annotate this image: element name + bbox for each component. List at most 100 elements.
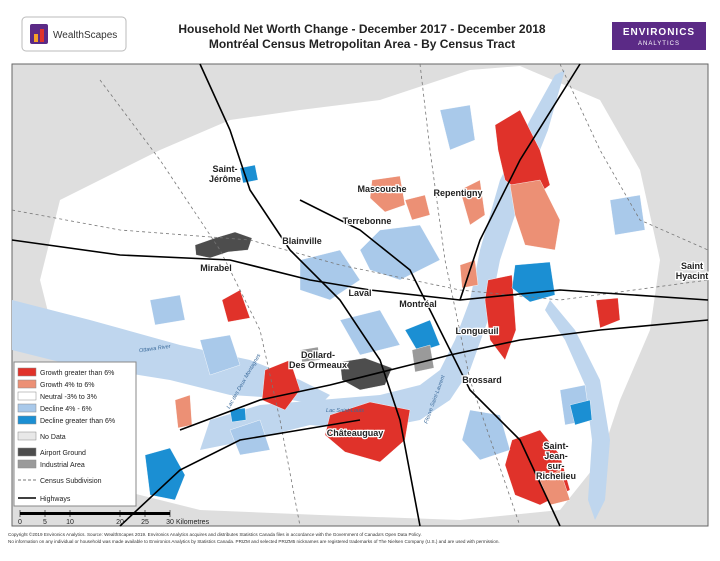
census-tract [144,447,186,501]
footer-text: No information on any individual or hous… [8,539,500,544]
left-logo-text: WealthScapes [53,30,117,41]
census-tract [404,194,431,221]
scale-bar-body [20,512,170,515]
place-label: sur- [547,461,564,471]
census-tract [439,104,476,151]
place-label: Longueuil [456,326,499,336]
legend-swatch [17,447,37,457]
legend-label: Industrial Area [40,462,85,469]
legend-label: Growth greater than 6% [40,370,114,377]
legend-label: Highways [40,496,71,503]
river [545,300,610,520]
water-label: Lac Saint-Louis [326,408,364,414]
place-label: Mascouche [357,184,406,194]
legend-label: Airport Ground [40,450,86,457]
census-tract [174,394,193,429]
highway [179,319,709,431]
place-label: Jean- [544,451,568,461]
legend-swatch [17,391,37,401]
river [12,300,330,405]
place-label: Blainville [282,236,322,246]
legend-swatch [17,379,37,389]
title: Household Net Worth Change - December 20… [178,22,546,36]
scale-tick-label: 5 [43,519,47,526]
highway [459,63,581,301]
census-tract [149,294,186,326]
census-tract [239,164,259,184]
logo-icon [30,24,48,44]
legend-label: No Data [40,434,66,441]
scale-tick-label: 0 [18,519,22,526]
legend-swatch [17,459,37,469]
census-tract [404,319,441,353]
scale-tick-label: 25 [141,519,149,526]
place-label: Laval [348,288,371,298]
place-label: Des Ormeaux [289,360,347,370]
census-tract [569,399,593,426]
census-tract [339,357,393,391]
legend-swatch [17,431,37,441]
legend-swatch [17,415,37,425]
place-label: Saint- [543,441,568,451]
scale-unit: Kilometres [176,519,210,526]
place-label: Mirabel [200,263,232,273]
census-tract [369,175,406,213]
census-tract [411,344,435,373]
place-label: Repentigny [433,188,482,198]
census-tract [609,194,646,236]
census-tract [199,334,241,376]
place-label: Dollard- [301,350,335,360]
legend-swatch [17,403,37,413]
scale-tick-label: 30 [166,519,174,526]
subdivision [559,63,709,251]
place-label: Montréal [399,299,437,309]
census-tract [299,249,361,301]
census-tract [229,419,271,456]
highway [199,63,421,527]
place-label: Saint [681,261,703,271]
census-tract [459,179,486,226]
scale-bar: 0 5 10 20 25 30 Kilometres [18,510,210,526]
subtitle: Montréal Census Metropolitan Area - By C… [209,37,515,51]
census-tract [194,231,253,259]
scale-tick-label: 10 [66,519,74,526]
right-logo-text: ENVIRONICS [623,27,695,38]
river [200,70,565,450]
subdivision [99,79,301,527]
census-tract [324,401,411,463]
place-label: Brossard [462,375,502,385]
place-label: Terrebonne [343,216,392,226]
place-label: Hyacint [676,271,709,281]
census-tract [229,407,247,423]
left-logo-box [21,16,127,52]
legend: Growth greater than 6% Growth 4% to 6% Neu… [17,367,115,503]
logo-bar [40,29,44,42]
legend-label: Growth 4% to 6% [40,382,94,389]
scale-tick-label: 20 [116,519,124,526]
subdivision [11,209,709,301]
right-logo-text: ANALYTICS [638,41,680,47]
census-tract [509,179,561,251]
footer-text: Copyright ©2019 Environics Analytics. So… [8,531,422,537]
census-tract [359,224,441,281]
right-logo-box [612,22,706,50]
legend-label: Census Subdivision [40,478,102,485]
legend-swatch [17,367,37,377]
highway [299,199,561,527]
census-tract [221,289,251,323]
tracts [144,104,646,506]
census-tract [299,346,321,363]
logo-bar [34,34,38,42]
legend-label: Neutral -3% to 3% [40,394,97,401]
highway [119,419,361,527]
legend-label: Decline greater than 6% [40,418,115,425]
highway [11,239,709,301]
water-label: Ottawa River [139,344,172,355]
census-tract [595,297,621,329]
legend-label: Decline 4% - 6% [40,406,92,413]
place-label: Châteauguay [327,428,384,438]
place-label: Saint- [212,164,237,174]
place-label: Richelieu [536,471,576,481]
